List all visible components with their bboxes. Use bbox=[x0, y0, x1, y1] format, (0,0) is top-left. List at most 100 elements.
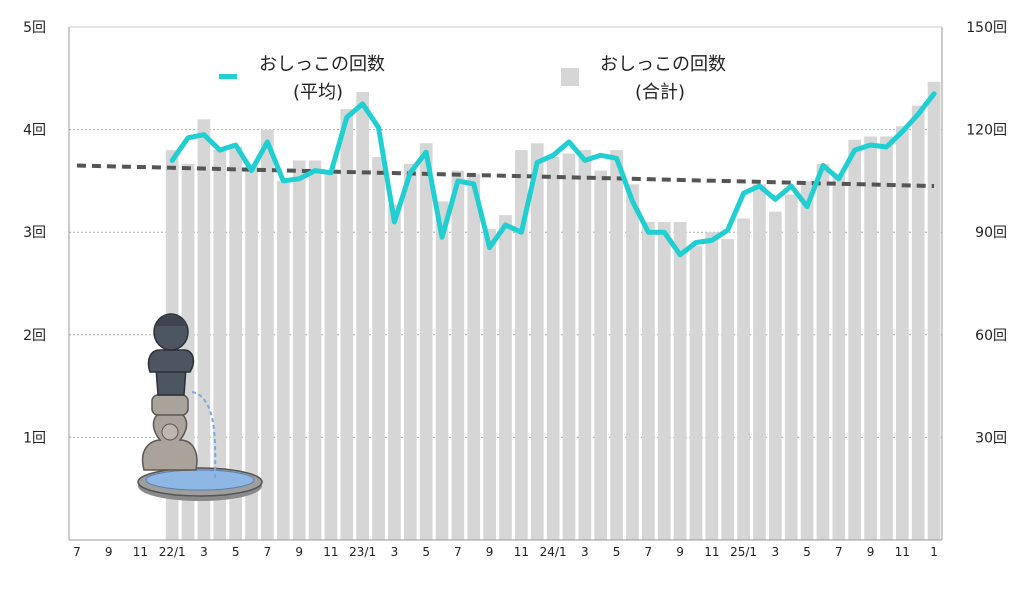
bar bbox=[340, 109, 354, 540]
bar bbox=[356, 91, 369, 540]
bar bbox=[308, 160, 322, 540]
left-tick-label: 3回 bbox=[23, 225, 46, 241]
bar bbox=[467, 174, 481, 540]
x-tick-label: 22/1 bbox=[159, 545, 186, 559]
legend-bar-sublabel: (合計) bbox=[635, 82, 685, 103]
x-tick-label: 5 bbox=[803, 545, 811, 559]
right-tick-label: 30回 bbox=[975, 430, 1007, 446]
bar bbox=[499, 215, 512, 540]
bar bbox=[800, 180, 814, 540]
bar bbox=[594, 170, 608, 540]
bar bbox=[229, 146, 243, 540]
left-tick-label: 1回 bbox=[23, 430, 46, 446]
x-tick-label: 9 bbox=[867, 545, 875, 559]
legend-line-label: おしっこの回数 bbox=[259, 54, 385, 75]
bar bbox=[657, 221, 671, 540]
x-tick-label: 3 bbox=[391, 545, 399, 559]
bar bbox=[895, 126, 909, 541]
x-tick-label: 7 bbox=[454, 545, 462, 559]
left-tick-label: 4回 bbox=[23, 123, 46, 139]
bar bbox=[832, 174, 846, 540]
bar bbox=[483, 228, 496, 540]
bar bbox=[705, 232, 719, 540]
x-tick-label: 9 bbox=[676, 545, 684, 559]
peeing-boy-statue-illustration bbox=[137, 313, 263, 501]
bar bbox=[515, 150, 528, 540]
x-tick-label: 11 bbox=[704, 545, 719, 559]
bar bbox=[864, 136, 877, 540]
x-tick-label: 23/1 bbox=[349, 545, 376, 559]
x-tick-label: 3 bbox=[581, 545, 589, 559]
bar bbox=[880, 136, 893, 540]
legend-line-sublabel: (平均) bbox=[293, 82, 343, 103]
x-tick-label: 9 bbox=[105, 545, 113, 559]
bar bbox=[213, 150, 227, 540]
x-tick-label: 11 bbox=[133, 545, 148, 559]
bar bbox=[768, 211, 782, 540]
bar bbox=[388, 204, 401, 540]
x-tick-label: 11 bbox=[895, 545, 910, 559]
bar bbox=[626, 184, 639, 540]
legend-bar-swatch bbox=[561, 68, 579, 86]
plot-frame bbox=[68, 26, 943, 541]
right-tick-label: 90回 bbox=[975, 225, 1007, 241]
x-tick-label: 9 bbox=[295, 545, 303, 559]
bar bbox=[245, 163, 258, 541]
bar bbox=[578, 150, 592, 540]
bar bbox=[197, 119, 211, 540]
bar bbox=[610, 150, 623, 540]
bar bbox=[816, 163, 830, 541]
left-tick-label: 2回 bbox=[23, 328, 46, 344]
right-axis: 30回 60回 90回 120回 150回 bbox=[966, 20, 1007, 446]
x-axis: 7 9 11 22/1 3 5 7 9 11 23/1 3 5 7 9 11 24/1 3 5 7 9 11 25/1 3 5… bbox=[73, 545, 938, 559]
x-tick-label: 11 bbox=[514, 545, 529, 559]
bar bbox=[403, 163, 417, 541]
bar bbox=[642, 221, 655, 540]
bar bbox=[324, 174, 338, 540]
x-tick-label: 24/1 bbox=[540, 545, 567, 559]
legend-line-swatch bbox=[219, 74, 237, 79]
average-series-line bbox=[169, 91, 937, 258]
bar bbox=[546, 156, 560, 540]
legend-bar-label: おしっこの回数 bbox=[600, 54, 726, 75]
bar bbox=[721, 239, 735, 541]
x-tick-label: 11 bbox=[323, 545, 338, 559]
trend-line bbox=[76, 163, 935, 189]
bar bbox=[927, 81, 941, 540]
x-tick-label: 1 bbox=[930, 545, 938, 559]
x-tick-label: 5 bbox=[613, 545, 621, 559]
bar bbox=[451, 170, 465, 540]
x-tick-label: 5 bbox=[422, 545, 430, 559]
legend: おしっこの回数 (平均) おしっこの回数 (合計) bbox=[219, 54, 726, 103]
bar bbox=[689, 245, 703, 540]
x-tick-label: 5 bbox=[232, 545, 240, 559]
bar bbox=[276, 180, 290, 540]
bar bbox=[753, 184, 766, 540]
bar bbox=[261, 129, 274, 540]
x-tick-label: 3 bbox=[772, 545, 780, 559]
x-tick-label: 9 bbox=[486, 545, 494, 559]
bar bbox=[673, 221, 687, 540]
x-tick-label: 7 bbox=[645, 545, 653, 559]
x-tick-label: 3 bbox=[200, 545, 208, 559]
bar bbox=[784, 194, 798, 540]
bar-layer bbox=[165, 81, 941, 541]
bar bbox=[562, 153, 576, 541]
right-tick-label: 120回 bbox=[966, 123, 1007, 139]
left-tick-label: 5回 bbox=[23, 20, 46, 36]
bar bbox=[737, 218, 750, 540]
bar bbox=[372, 156, 385, 540]
line-layer bbox=[169, 91, 937, 258]
right-tick-label: 150回 bbox=[966, 20, 1007, 36]
x-tick-label: 7 bbox=[835, 545, 843, 559]
x-tick-label: 25/1 bbox=[730, 545, 757, 559]
bar bbox=[848, 139, 862, 541]
bar bbox=[292, 160, 306, 540]
bar bbox=[435, 201, 449, 541]
right-tick-label: 60回 bbox=[975, 328, 1007, 344]
bar bbox=[530, 143, 544, 540]
bar bbox=[419, 143, 433, 540]
x-tick-label: 7 bbox=[264, 545, 272, 559]
